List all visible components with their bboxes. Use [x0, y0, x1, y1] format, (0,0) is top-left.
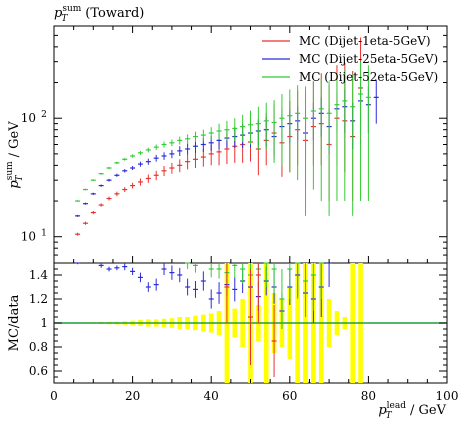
ratio-y-tick-label: 1.4	[29, 268, 48, 282]
legend-entry-25eta: MC (Dijet-25eta-5GeV)	[262, 52, 438, 66]
legend-label-1eta: MC (Dijet-1eta-5GeV)	[299, 34, 431, 48]
x-axis-label-main: p	[378, 403, 387, 418]
axes: 0 20 40 60 80 100 10 1 10 2 0.6 0.8 1 1.2 1.4	[21, 25, 459, 403]
y-tick-label: 10	[21, 111, 36, 125]
y-axis-label: pTsum / GeV	[5, 121, 25, 189]
plot-title-sub: T	[61, 14, 68, 24]
plot-title-main: p	[54, 6, 63, 21]
legend-label-52eta: MC (Dijet-52eta-5GeV)	[299, 70, 438, 84]
legend: MC (Dijet-1eta-5GeV) MC (Dijet-25eta-5Ge…	[262, 34, 438, 84]
x-tick-label: 40	[204, 389, 219, 403]
ratio-y-tick-label: 1	[40, 316, 48, 330]
x-tick-label: 0	[50, 389, 58, 403]
x-axis-label-sub: T	[386, 411, 393, 421]
x-tick-label: 80	[361, 389, 376, 403]
ratio-y-tick-label: 0.8	[29, 340, 48, 354]
ratio-y-tick-label: 0.6	[29, 364, 48, 378]
x-tick-label: 100	[436, 389, 459, 403]
y-axis-label-sup: sum	[5, 161, 15, 180]
y-tick-label-exponent: 1	[41, 229, 47, 239]
x-axis-label-unit: / GeV	[410, 403, 447, 418]
y-axis-label-unit: / GeV	[7, 121, 22, 158]
plot-title: pTsum (Toward)	[54, 4, 144, 24]
legend-entry-52eta: MC (Dijet-52eta-5GeV)	[262, 70, 438, 84]
x-axis-label: pTlead / GeV	[378, 401, 446, 421]
x-tick-label: 60	[282, 389, 297, 403]
ratio-y-tick-label: 1.2	[29, 292, 48, 306]
x-tick-label: 20	[125, 389, 140, 403]
y-axis-label-main: p	[7, 180, 22, 189]
ratio-y-axis-label: MC/data	[7, 294, 22, 351]
y-tick-label-exponent: 2	[41, 110, 47, 120]
legend-entry-1eta: MC (Dijet-1eta-5GeV)	[262, 34, 431, 48]
ratio-series	[75, 262, 332, 377]
plot-title-rest: (Toward)	[85, 6, 144, 21]
y-tick-label: 10	[21, 230, 36, 244]
legend-label-25eta: MC (Dijet-25eta-5GeV)	[299, 52, 438, 66]
main-series	[75, 37, 379, 236]
x-axis-label-sup: lead	[387, 401, 407, 411]
y-axis-label-sub: T	[15, 174, 25, 181]
plot-title-sup: sum	[62, 4, 81, 14]
